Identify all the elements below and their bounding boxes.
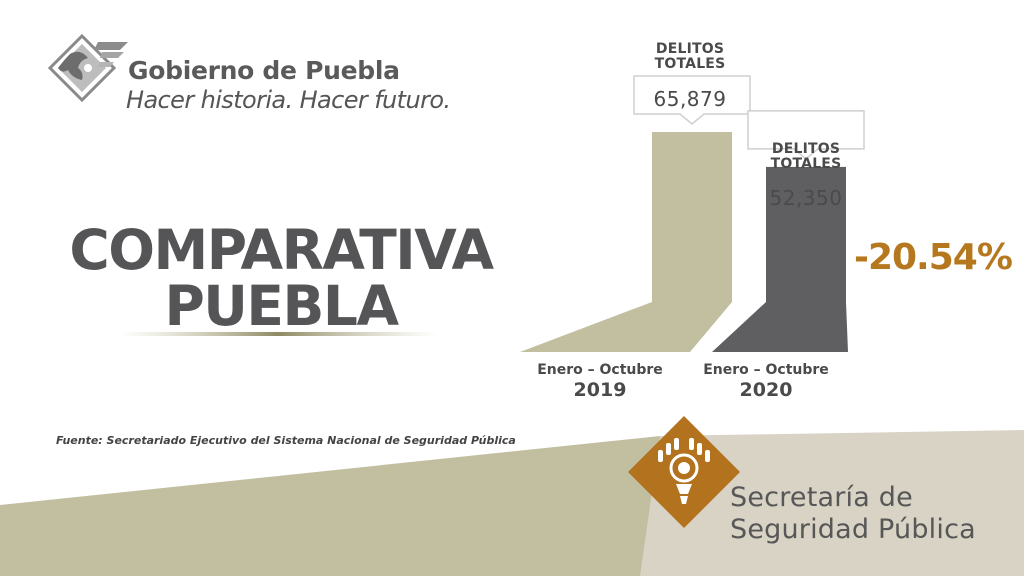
period-2019-year: 2019 (573, 379, 627, 401)
bar-2019-value: 65,879 (653, 87, 727, 111)
bar-2019-label: DELITOS TOTALES (654, 41, 726, 72)
bar-floor-2020 (712, 302, 848, 352)
period-2019: Enero – Octubre 2019 (520, 361, 680, 401)
value-callout-2019 (633, 75, 751, 125)
period-2020-range: Enero – Octubre (703, 362, 829, 378)
bar-2020-label: DELITOS TOTALES (770, 141, 842, 172)
government-name: Gobierno de Puebla (128, 56, 400, 85)
agency-name: Secretaría de Seguridad Pública (730, 482, 976, 546)
main-title: COMPARATIVA PUEBLA (58, 222, 504, 334)
agency-name-line-1: Secretaría de (730, 482, 913, 513)
bar-2020 (766, 166, 846, 302)
agency-name-line-2: Seguridad Pública (730, 514, 976, 545)
ssp-emblem-icon (628, 416, 740, 528)
period-2020: Enero – Octubre 2020 (686, 361, 846, 401)
title-line-1: COMPARATIVA (69, 218, 494, 282)
period-2019-range: Enero – Octubre (537, 362, 663, 378)
percent-change: -20.54% (854, 237, 1013, 278)
title-line-2: PUEBLA (164, 274, 399, 338)
puebla-emblem-icon (47, 34, 128, 103)
source-note: Fuente: Secretariado Ejecutivo del Siste… (56, 434, 516, 447)
beige-corner-band (640, 430, 1024, 576)
government-slogan: Hacer historia. Hacer futuro. (126, 86, 451, 114)
bar-floor-2019 (520, 302, 732, 352)
bar-2020-value: 52,350 (769, 186, 843, 210)
value-callout-2020 (747, 110, 865, 160)
title-underline (118, 332, 438, 336)
period-2020-year: 2020 (739, 379, 793, 401)
khaki-background-band (0, 436, 660, 576)
bar-2019 (652, 132, 732, 302)
